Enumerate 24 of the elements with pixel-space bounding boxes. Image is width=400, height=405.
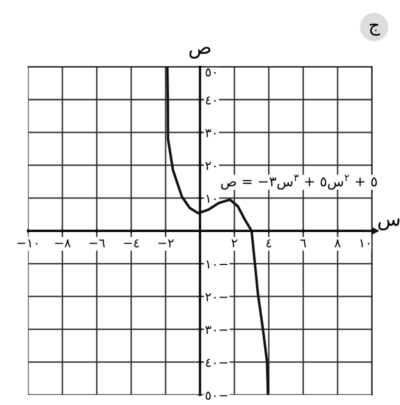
x-tick-label: −٨	[55, 239, 71, 248]
x-tick-label: −٦	[90, 239, 105, 248]
y-tick-label: ٢٠−	[205, 293, 228, 302]
x-tick-label: −٤	[124, 239, 139, 248]
y-tick-label: ١٠−	[206, 260, 228, 268]
x-tick-label: −١٠	[17, 239, 38, 248]
x-axis-title: س	[378, 218, 400, 230]
annotation: ص = −٣س$^{٣}$ + ٥س$^{٢}$ + ٥	[221, 174, 377, 190]
y-tick-label: ٣٠−	[205, 326, 228, 334]
y-tick-label: ٤٠	[206, 96, 216, 104]
x-tick-label: ٢	[232, 239, 238, 248]
x-tick-label: ٦	[300, 239, 306, 248]
y-tick-label: ٤٠−	[206, 358, 228, 367]
y-tick-label: ٥٠	[206, 68, 216, 76]
y-axis-title: ص	[189, 46, 210, 59]
text: ج	[370, 24, 380, 36]
y-tick-label: ٢٠	[205, 162, 216, 170]
x-tick-label: ١٠	[360, 239, 370, 248]
y-tick-label: ١٠	[206, 194, 216, 203]
x-tick-label: ٤	[266, 239, 272, 248]
y-tick-label: ٥٠−	[206, 392, 228, 400]
x-tick-label: −٢	[158, 239, 174, 248]
x-tick-label: ٨	[334, 239, 341, 248]
y-tick-label: ٣٠	[205, 129, 216, 138]
